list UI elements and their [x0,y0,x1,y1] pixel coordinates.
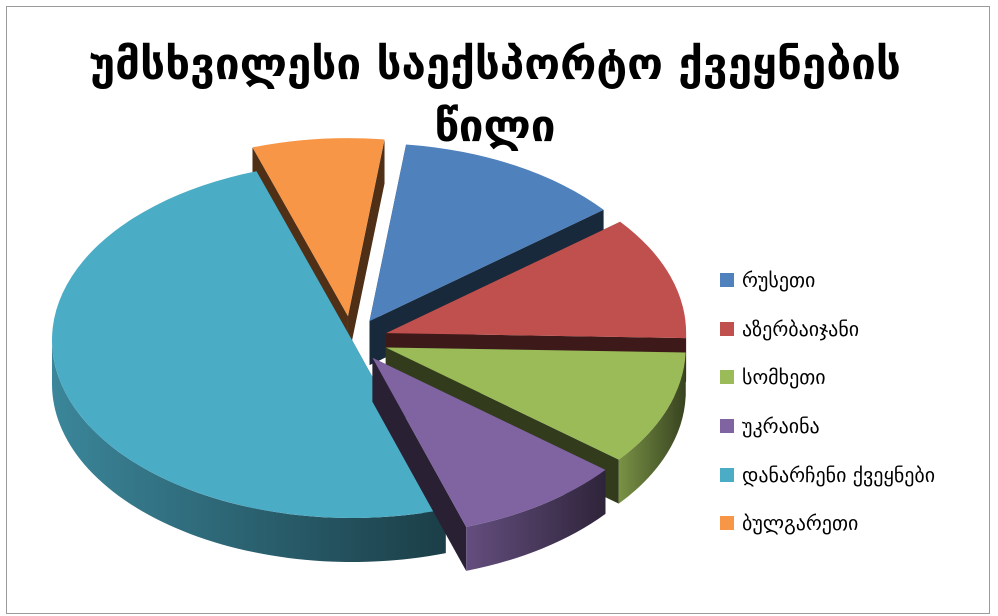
legend-label: ბულგარეთი [742,511,859,536]
legend-item: ბულგარეთი [720,499,935,548]
legend-label: დანარჩენი ქვეყნები [742,462,936,487]
legend-swatch [720,321,734,336]
legend-label: სომხეთი [742,365,826,390]
legend-item: დანარჩენი ქვეყნები [720,450,935,499]
legend-swatch [720,467,734,482]
legend-swatch [720,370,734,385]
legend-label: აზერბაიჯანი [742,316,860,341]
chart-legend: რუსეთი აზერბაიჯანი სომხეთი უკრაინა დანარჩენი… [720,256,935,548]
legend-label: რუსეთი [742,268,816,293]
chart-title: უმსხვილესი საექსპორტო ქვეყნების წილი [89,39,901,152]
legend-swatch [720,273,734,288]
legend-item: სომხეთი [720,353,935,402]
legend-swatch [720,516,734,531]
legend-label: უკრაინა [742,414,820,439]
pie-slice [372,357,606,571]
legend-item: რუსეთი [720,256,935,305]
legend-item: უკრაინა [720,402,935,451]
legend-item: აზერბაიჯანი [720,305,935,354]
legend-swatch [720,419,734,434]
